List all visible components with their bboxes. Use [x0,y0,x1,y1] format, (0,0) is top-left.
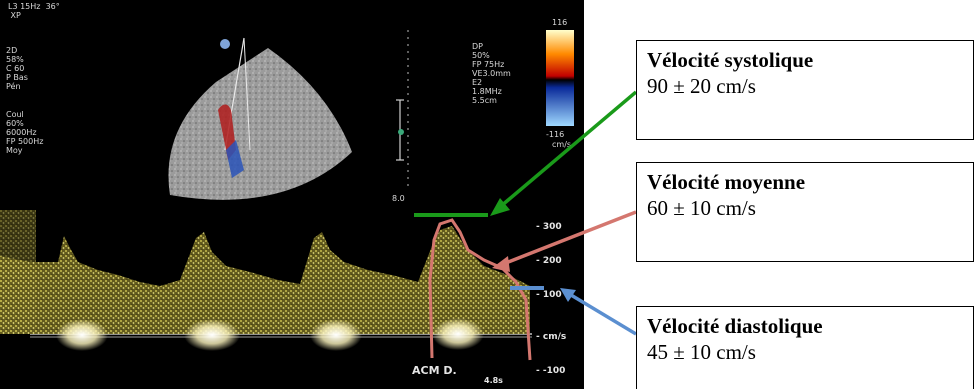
diastolic-title: Vélocité diastolique [647,314,823,338]
mean-title: Vélocité moyenne [647,170,806,194]
time-label: 4.8s [484,376,503,385]
ultrasound-graphics [0,30,574,351]
scale-bottom-value: -116 [546,130,565,139]
sector-scan [168,48,352,200]
doppler-spectrum [0,226,530,334]
mode-2d-settings: 2D 58% C 60 P Bas Pén [6,46,28,91]
mode-doppler-settings: DP 50% FP 75Hz VE3.0mm E2 1.8MHz 5.5cm [472,42,511,105]
probe-orientation-marker [220,39,230,49]
scale-top-value: 116 [552,18,568,27]
mode-color-settings: Coul 60% 6000Hz FP 500Hz Moy [6,110,44,155]
velocity-tick: - 200 [536,256,562,266]
systolic-value: 90 ± 20 cm/s [647,74,756,98]
diastolic-value: 45 ± 10 cm/s [647,340,756,364]
vessel-label: ACM D. [412,364,457,377]
depth-label: 8.0 [392,194,405,203]
mean-velocity-trace [428,218,532,361]
header-text: L3 15Hz 36° XP [8,2,60,20]
systolic-label-box: Vélocité systolique 90 ± 20 cm/s [636,40,974,140]
diastolic-label-box: Vélocité diastolique 45 ± 10 cm/s [636,306,974,389]
ultrasound-image: L3 15Hz 36° XP 2D 58% C 60 P Bas Pén Cou… [0,0,584,389]
color-scale-bar [546,30,574,126]
velocity-tick: - -100 [536,366,566,376]
scale-unit: cm/s [552,140,572,149]
systolic-title: Vélocité systolique [647,48,814,72]
systolic-arrow [492,90,638,214]
mean-arrow [497,210,637,268]
velocity-tick: - 100 [536,290,562,300]
velocity-tick: - cm/s [536,332,567,342]
velocity-tick: - 300 [536,222,562,232]
mean-label-box: Vélocité moyenne 60 ± 10 cm/s [636,162,974,262]
diastolic-arrow [565,290,637,336]
mean-value: 60 ± 10 cm/s [647,196,756,220]
